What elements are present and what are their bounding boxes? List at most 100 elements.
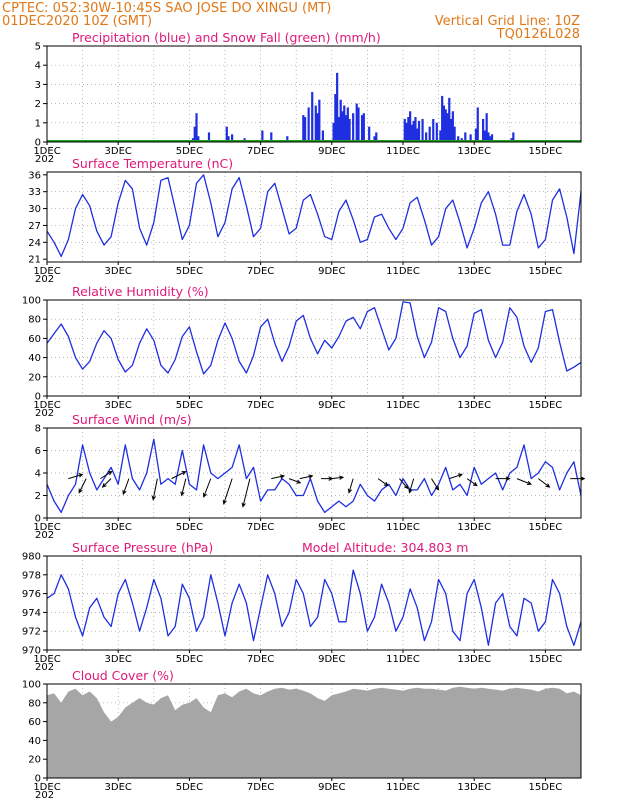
precip-bar xyxy=(321,130,324,142)
temperature-xtick-label: 1DEC xyxy=(33,266,60,277)
wind-year-fragment: 202 xyxy=(35,530,54,541)
precip-bar xyxy=(489,136,492,142)
header-station: CPTEC: 052:30W-10:45S SAO JOSE DO XINGU … xyxy=(2,1,331,16)
precip-bar xyxy=(407,117,410,142)
precip-xtick-label: 3DEC xyxy=(105,146,132,157)
wind-xtick-label: 13DEC xyxy=(457,522,491,533)
wind-vector-arrow xyxy=(570,476,586,481)
pressure-xtick-label: 15DEC xyxy=(529,654,563,665)
precip-bar xyxy=(332,122,335,142)
precip-bar xyxy=(344,115,348,142)
precip-panel: 0 1 2 3 4 5 1DEC 3DEC 5DEC 7DEC 9DEC 11DEC 13DEC 15DE… xyxy=(33,30,582,165)
humidity-ytick-label: 100 xyxy=(22,296,41,307)
precip-xtick-label: 5DEC xyxy=(176,146,203,157)
temperature-xtick-label: 13DEC xyxy=(457,266,491,277)
wind-xtick-label: 7DEC xyxy=(247,522,274,533)
precip-xtick-label: 15DEC xyxy=(529,146,563,157)
temperature-title: Surface Temperature (nC) xyxy=(72,156,233,171)
temperature-ytick-label: 27 xyxy=(28,221,41,232)
precip-bar xyxy=(453,126,456,142)
precip-ytick-label: 5 xyxy=(35,42,41,53)
pressure-xtick-label: 7DEC xyxy=(247,654,274,665)
precip-bar xyxy=(337,117,341,142)
wind-vector-arrow xyxy=(299,474,314,480)
precip-bar xyxy=(435,122,438,142)
precip-bar xyxy=(336,72,339,142)
precip-bar xyxy=(432,118,435,142)
precip-bar xyxy=(412,120,415,142)
cloud-ytick-label: 40 xyxy=(28,736,41,747)
temperature-xtick-label: 15DEC xyxy=(529,266,563,277)
precip-bar xyxy=(307,107,310,142)
precip-bar xyxy=(457,136,460,142)
wind-title: Surface Wind (m/s) xyxy=(72,412,192,427)
precip-bar xyxy=(343,105,346,142)
precip-bar xyxy=(483,130,486,142)
pressure-frame xyxy=(46,555,582,651)
cloud-ytick-label: 0 xyxy=(35,774,41,785)
pressure-ytick-label: 978 xyxy=(22,570,41,581)
precip-bar xyxy=(227,136,230,142)
precip-bar xyxy=(368,126,371,142)
wind-vector-arrow xyxy=(331,475,345,480)
temperature-xtick-label: 3DEC xyxy=(105,266,132,277)
precip-bar xyxy=(339,99,342,142)
precip-bar xyxy=(405,122,408,142)
precip-bar xyxy=(403,118,406,142)
wind-vector-arrow xyxy=(377,478,389,487)
precip-bar xyxy=(416,128,419,142)
cloud-xtick-label: 13DEC xyxy=(457,782,491,793)
wind-vector-arrow xyxy=(347,478,354,494)
pressure-xtick-label: 3DEC xyxy=(105,654,132,665)
precip-bar xyxy=(314,105,317,142)
humidity-xtick-label: 15DEC xyxy=(529,400,563,411)
header-model-code: TQ0126L028 xyxy=(496,27,580,42)
wind-vector-arrow xyxy=(241,478,251,508)
wind-vector-arrow xyxy=(495,476,511,481)
precip-bar xyxy=(451,111,454,142)
precip-bar xyxy=(231,134,234,142)
precip-bar xyxy=(270,132,273,142)
temperature-frame xyxy=(46,171,582,263)
cloud-year-fragment: 202 xyxy=(35,790,54,800)
pressure-line xyxy=(46,569,582,646)
humidity-ytick-label: 20 xyxy=(28,372,41,383)
humidity-ytick-label: 0 xyxy=(35,392,41,403)
cloud-cover-area xyxy=(47,686,581,778)
wind-vector-arrow xyxy=(202,478,212,498)
humidity-xtick-label: 3DEC xyxy=(105,400,132,411)
precip-bar xyxy=(476,107,479,142)
cloud-panel: 0 20 40 60 80 100 1DEC 3DEC 5DEC 7DEC 9DEC 11DEC 13D… xyxy=(22,668,582,800)
wind-vector-arrow xyxy=(516,478,532,486)
pressure-xtick-label: 1DEC xyxy=(33,654,60,665)
cloud-ytick-label: 60 xyxy=(28,717,41,728)
wind-vector-arrow xyxy=(68,473,84,480)
precip-bar xyxy=(375,132,378,142)
wind-xtick-label: 5DEC xyxy=(176,522,203,533)
wind-vector-arrow xyxy=(288,478,302,484)
precip-bar xyxy=(485,113,488,142)
wind-vector-arrow xyxy=(431,478,440,491)
wind-line xyxy=(46,438,582,514)
precip-bar xyxy=(487,132,490,142)
precip-year-fragment: 202 xyxy=(35,154,54,165)
precip-ytick-label: 3 xyxy=(35,80,41,91)
precip-bar xyxy=(442,105,446,142)
wind-vector-arrow xyxy=(408,478,415,494)
wind-vector-arrow xyxy=(321,476,334,481)
header-init-time: 01DEC2020 10Z (GMT) xyxy=(2,14,152,29)
precip-bar xyxy=(352,113,355,142)
pressure-xtick-label: 5DEC xyxy=(176,654,203,665)
humidity-ytick-label: 60 xyxy=(28,334,41,345)
precip-bar xyxy=(302,115,305,142)
precip-bar xyxy=(448,97,451,142)
temperature-xtick-label: 11DEC xyxy=(386,266,420,277)
precip-bar xyxy=(444,109,447,142)
cloud-ytick-label: 100 xyxy=(22,680,41,691)
precip-xtick-label: 7DEC xyxy=(247,146,274,157)
humidity-panel: 0 20 40 60 80 100 1DEC 3DEC 5DEC 7DEC 9DEC 11DEC 13D… xyxy=(22,284,582,419)
cloud-xtick-label: 15DEC xyxy=(529,782,563,793)
precip-ytick-label: 0 xyxy=(35,138,41,149)
cloud-xtick-label: 5DEC xyxy=(176,782,203,793)
